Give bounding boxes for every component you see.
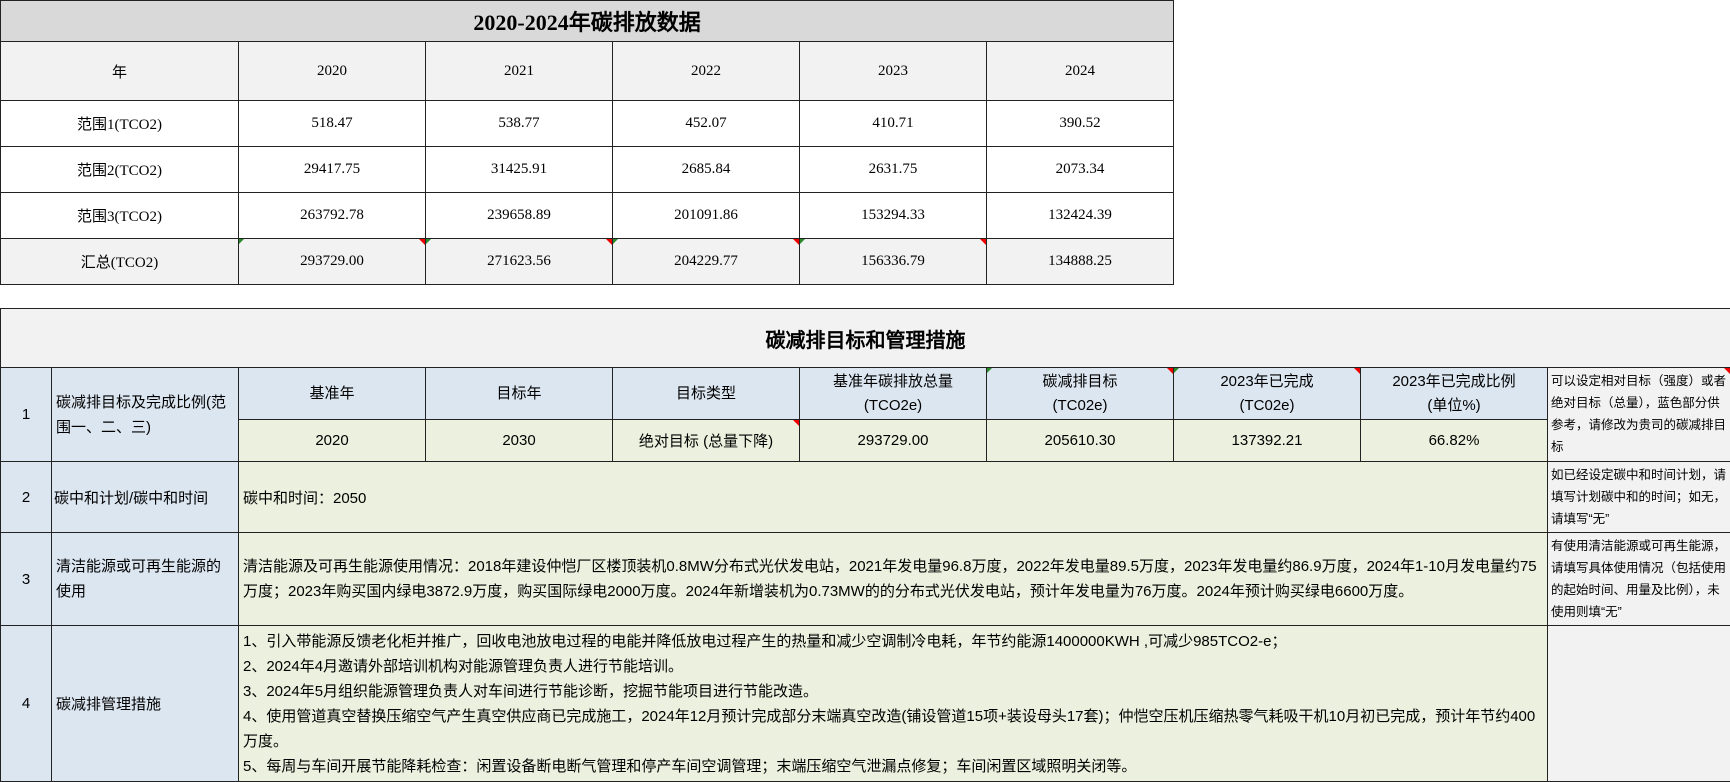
cell[interactable]: 范围1(TCO2)	[1, 101, 239, 147]
header-cell[interactable]: 2023年已完成比例 (单位%)	[1361, 368, 1548, 420]
cell[interactable]: 201091.86	[613, 193, 800, 239]
header-cell[interactable]: 2023年已完成 (TC02e)	[1174, 368, 1361, 420]
content-cell[interactable]: 1、引入带能源反馈老化柜并推广，回收电池放电过程的电能并降低放电过程产生的热量和…	[239, 626, 1548, 782]
cell[interactable]: 2073.34	[987, 147, 1174, 193]
row-label[interactable]: 清洁能源或可再生能源的使用	[52, 533, 239, 626]
header-cell[interactable]: 2021	[426, 42, 613, 101]
target-row-3: 3 清洁能源或可再生能源的使用 清洁能源及可再生能源使用情况：2018年建设仲恺…	[1, 533, 1730, 626]
measure-line: 1、引入带能源反馈老化柜并推广，回收电池放电过程的电能并降低放电过程产生的热量和…	[243, 629, 1543, 654]
cell[interactable]: 271623.56	[426, 239, 613, 285]
target-values-row: 2020 2030 绝对目标 (总量下降) 293729.00 205610.3…	[1, 420, 1730, 462]
cell[interactable]: 2631.75	[800, 147, 987, 193]
cell[interactable]: 156336.79	[800, 239, 987, 285]
cell[interactable]: 范围3(TCO2)	[1, 193, 239, 239]
header-cell[interactable]: 碳减排目标 (TC02e)	[987, 368, 1174, 420]
cell[interactable]: 153294.33	[800, 193, 987, 239]
value-cell[interactable]: 绝对目标 (总量下降)	[613, 420, 800, 462]
header-cell[interactable]: 基准年	[239, 368, 426, 420]
cell[interactable]: 范围2(TCO2)	[1, 147, 239, 193]
header-cell[interactable]: 2022	[613, 42, 800, 101]
value-cell[interactable]: 2020	[239, 420, 426, 462]
cell[interactable]: 410.71	[800, 101, 987, 147]
emissions-table: 2020-2024年碳排放数据 年 2020 2021 2022 2023 20…	[0, 0, 1174, 285]
cell[interactable]: 452.07	[613, 101, 800, 147]
note-cell[interactable]: 如已经设定碳中和时间计划，请填写计划碳中和的时间；如无，请填写“无”	[1548, 462, 1730, 533]
row-number: 4	[1, 626, 52, 782]
header-cell[interactable]: 2023	[800, 42, 987, 101]
cell[interactable]: 134888.25	[987, 239, 1174, 285]
cell[interactable]: 132424.39	[987, 193, 1174, 239]
row-label[interactable]: 碳减排目标及完成比例(范围一、二、三)	[52, 368, 239, 462]
cell[interactable]: 204229.77	[613, 239, 800, 285]
row-label[interactable]: 碳中和计划/碳中和时间	[52, 462, 239, 533]
cell[interactable]: 汇总(TCO2)	[1, 239, 239, 285]
cell[interactable]: 390.52	[987, 101, 1174, 147]
cell[interactable]: 263792.78	[239, 193, 426, 239]
row-number: 3	[1, 533, 52, 626]
value-cell[interactable]: 2030	[426, 420, 613, 462]
row-number: 2	[1, 462, 52, 533]
cell[interactable]: 2685.84	[613, 147, 800, 193]
cell[interactable]: 293729.00	[239, 239, 426, 285]
row-label[interactable]: 碳减排管理措施	[52, 626, 239, 782]
header-cell[interactable]: 年	[1, 42, 239, 101]
cell[interactable]: 31425.91	[426, 147, 613, 193]
cell[interactable]: 239658.89	[426, 193, 613, 239]
content-cell[interactable]: 碳中和时间：2050	[239, 462, 1548, 533]
value-cell[interactable]: 66.82%	[1361, 420, 1548, 462]
content-cell[interactable]: 清洁能源及可再生能源使用情况：2018年建设仲恺厂区楼顶装机0.8MW分布式光伏…	[239, 533, 1548, 626]
cell[interactable]: 538.77	[426, 101, 613, 147]
cell[interactable]: 518.47	[239, 101, 426, 147]
measure-line: 3、2024年5月组织能源管理负责人对车间进行节能诊断，挖掘节能项目进行节能改造…	[243, 679, 1543, 704]
measure-line: 4、使用管道真空替换压缩空气产生真空供应商已完成施工，2024年12月预计完成部…	[243, 704, 1543, 754]
total-row: 汇总(TCO2) 293729.00 271623.56 204229.77 1…	[1, 239, 1174, 285]
row-number: 1	[1, 368, 52, 462]
target-row-2: 2 碳中和计划/碳中和时间 碳中和时间：2050 如已经设定碳中和时间计划，请填…	[1, 462, 1730, 533]
targets-title: 碳减排目标和管理措施	[1, 309, 1730, 368]
note-cell[interactable]: 可以设定相对目标（强度）或者绝对目标（总量），蓝色部分供参考，请修改为贵司的碳减…	[1548, 368, 1730, 462]
header-cell[interactable]: 目标类型	[613, 368, 800, 420]
note-cell[interactable]: 有使用清洁能源或可再生能源，请填写具体使用情况（包括使用的起始时间、用量及比例）…	[1548, 533, 1730, 626]
measure-line: 5、每周与车间开展节能降耗检查：闲置设备断电断气管理和停产车间空调管理；末端压缩…	[243, 754, 1543, 779]
cell[interactable]: 29417.75	[239, 147, 426, 193]
value-cell[interactable]: 205610.30	[987, 420, 1174, 462]
header-row: 年 2020 2021 2022 2023 2024	[1, 42, 1174, 101]
header-cell[interactable]: 目标年	[426, 368, 613, 420]
targets-table: 碳减排目标和管理措施 1 碳减排目标及完成比例(范围一、二、三) 基准年 目标年…	[0, 308, 1730, 782]
header-cell[interactable]: 2024	[987, 42, 1174, 101]
target-row-4: 4 碳减排管理措施 1、引入带能源反馈老化柜并推广，回收电池放电过程的电能并降低…	[1, 626, 1730, 782]
header-cell[interactable]: 2020	[239, 42, 426, 101]
note-cell[interactable]	[1548, 626, 1730, 782]
header-cell[interactable]: 基准年碳排放总量 (TCO2e)	[800, 368, 987, 420]
measure-line: 2、2024年4月邀请外部培训机构对能源管理负责人进行节能培训。	[243, 654, 1543, 679]
emissions-title: 2020-2024年碳排放数据	[1, 1, 1174, 42]
target-row-1: 1 碳减排目标及完成比例(范围一、二、三) 基准年 目标年 目标类型 基准年碳排…	[1, 368, 1730, 420]
value-cell[interactable]: 293729.00	[800, 420, 987, 462]
value-cell[interactable]: 137392.21	[1174, 420, 1361, 462]
